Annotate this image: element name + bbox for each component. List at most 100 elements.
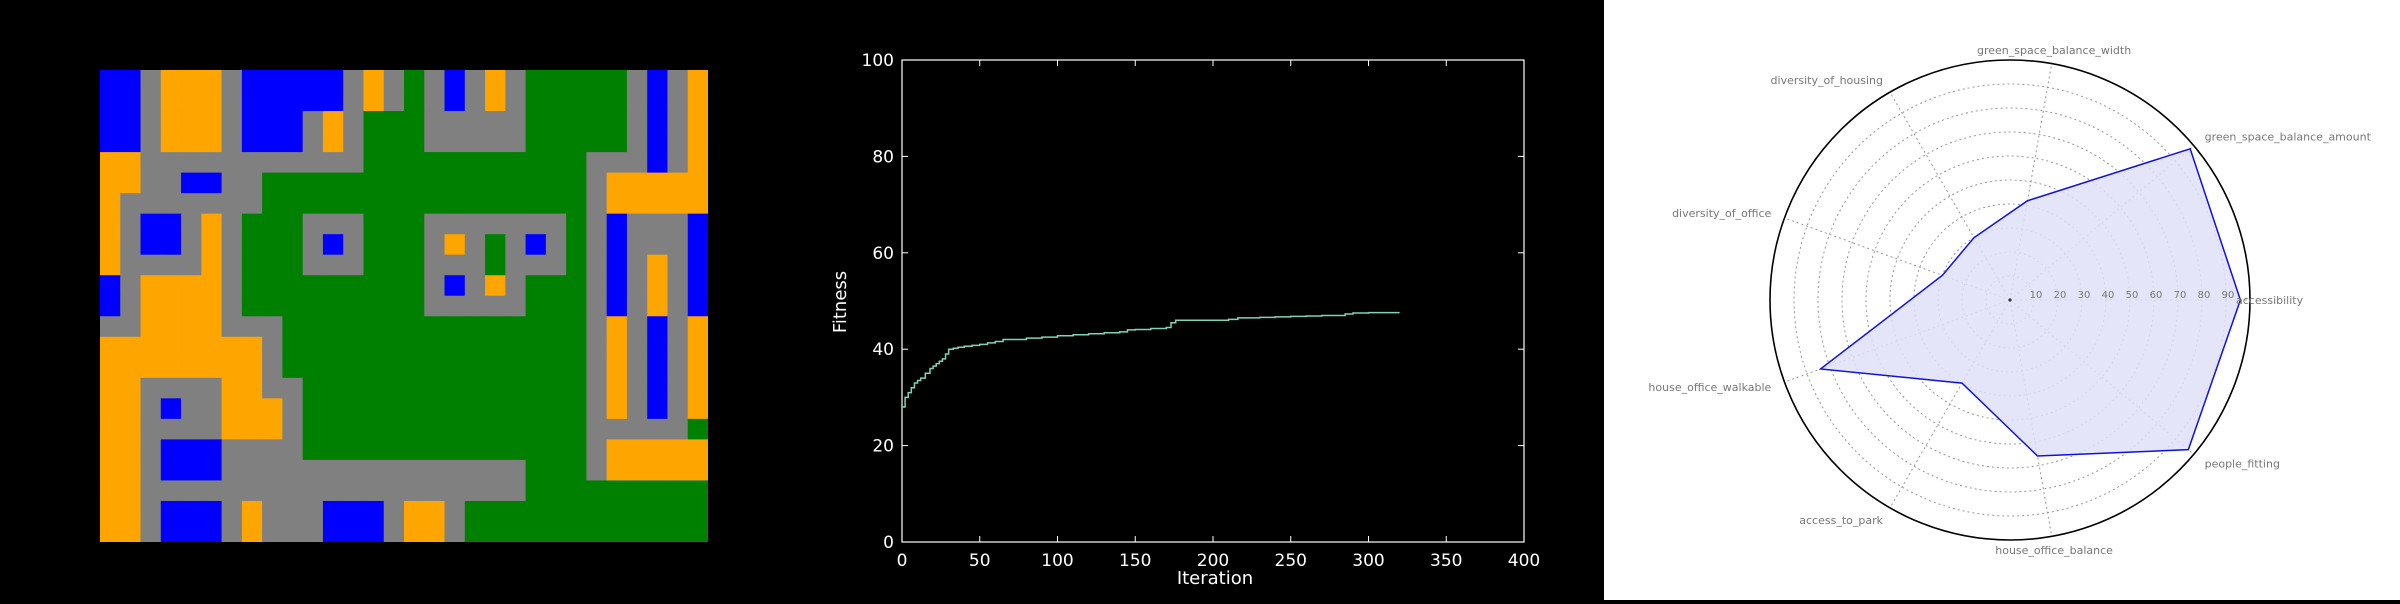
radar-center xyxy=(2008,298,2012,302)
grid-cell xyxy=(100,70,121,91)
grid-cell xyxy=(363,480,385,502)
grid-cell xyxy=(221,459,243,481)
grid-cell xyxy=(282,131,304,153)
grid-cell xyxy=(262,439,283,461)
grid-cell xyxy=(322,70,344,91)
grid-cell xyxy=(586,213,608,235)
grid-cell xyxy=(160,480,182,502)
grid-cell xyxy=(383,336,405,358)
radar-r-tick-label: 40 xyxy=(2102,290,2115,301)
grid-cell xyxy=(545,213,567,235)
grid-cell xyxy=(383,480,405,502)
grid-cell xyxy=(485,213,506,235)
grid-cell xyxy=(282,500,304,522)
x-tick-label: 300 xyxy=(1352,551,1384,571)
grid-cell xyxy=(383,459,405,481)
grid-cell xyxy=(566,459,587,481)
grid-cell xyxy=(221,316,243,338)
grid-cell xyxy=(464,90,486,112)
grid-cell xyxy=(444,213,466,235)
grid-cell xyxy=(140,213,162,235)
grid-cell xyxy=(322,357,344,379)
grid-cell xyxy=(586,316,608,338)
grid-cell xyxy=(505,480,526,502)
grid-cell xyxy=(160,418,182,440)
grid-cell xyxy=(485,254,506,276)
grid-cell xyxy=(302,254,324,276)
grid-cell xyxy=(140,398,162,420)
grid-cell xyxy=(282,213,304,235)
x-tick-label: 250 xyxy=(1275,551,1307,571)
radar-r-tick-label: 90 xyxy=(2222,290,2235,301)
grid-cell xyxy=(201,295,222,317)
grid-cell xyxy=(322,111,344,132)
grid-cell xyxy=(383,152,405,174)
grid-cell xyxy=(566,480,587,502)
grid-cell xyxy=(241,377,263,399)
grid-cell xyxy=(140,111,162,132)
grid-cell xyxy=(302,398,324,420)
x-tick-label: 350 xyxy=(1430,551,1462,571)
grid-cell xyxy=(302,377,324,399)
grid-cell xyxy=(626,357,648,379)
grid-cell xyxy=(424,172,445,194)
grid-cell xyxy=(120,316,141,338)
grid-cell xyxy=(505,213,526,235)
grid-cell xyxy=(120,152,141,174)
grid-cell xyxy=(343,90,364,112)
grid-cell xyxy=(424,131,445,153)
grid-cell xyxy=(424,459,445,481)
radar-r-tick-label: 20 xyxy=(2054,290,2067,301)
grid-cell xyxy=(322,480,344,502)
grid-cell xyxy=(262,418,283,440)
grid-cell xyxy=(485,131,506,153)
grid-cell xyxy=(667,193,689,215)
grid-cell xyxy=(343,111,364,132)
grid-cell xyxy=(383,131,405,153)
grid-cell xyxy=(140,316,162,338)
grid-cell xyxy=(566,521,587,543)
grid-cell xyxy=(667,357,689,379)
grid-cell xyxy=(687,377,709,399)
grid-cell xyxy=(545,521,567,543)
grid-cell xyxy=(566,152,587,174)
grid-cell xyxy=(241,418,263,440)
grid-cell xyxy=(687,172,709,194)
grid-cell xyxy=(525,213,547,235)
grid-cell xyxy=(282,172,304,194)
grid-cell xyxy=(322,172,344,194)
grid-cell xyxy=(464,172,486,194)
grid-cell xyxy=(322,316,344,338)
grid-cell xyxy=(424,439,445,461)
grid-cell xyxy=(404,336,425,358)
grid-cell xyxy=(566,90,587,112)
grid-cell xyxy=(424,254,445,276)
grid-cell xyxy=(241,275,263,297)
grid-cell xyxy=(586,357,608,379)
grid-cell xyxy=(667,131,689,153)
x-tick-label: 100 xyxy=(1041,551,1073,571)
grid-cell xyxy=(363,459,385,481)
grid-cell xyxy=(647,152,668,174)
grid-cell xyxy=(545,275,567,297)
grid-cell xyxy=(322,131,344,153)
grid-cell xyxy=(241,521,263,543)
grid-cell xyxy=(525,418,547,440)
grid-cell xyxy=(687,131,709,153)
grid-cell xyxy=(363,439,385,461)
grid-cell xyxy=(383,234,405,256)
grid-cell xyxy=(241,398,263,420)
grid-cell xyxy=(404,521,425,543)
grid-cell xyxy=(100,336,121,358)
grid-cell xyxy=(201,398,222,420)
grid-cell xyxy=(525,398,547,420)
grid-cell xyxy=(241,70,263,91)
grid-cell xyxy=(545,336,567,358)
grid-cell xyxy=(525,500,547,522)
grid-cell xyxy=(464,254,486,276)
grid-cell xyxy=(464,398,486,420)
grid-cell xyxy=(606,172,628,194)
grid-cell xyxy=(566,500,587,522)
grid-cell xyxy=(404,254,425,276)
grid-cell xyxy=(100,193,121,215)
